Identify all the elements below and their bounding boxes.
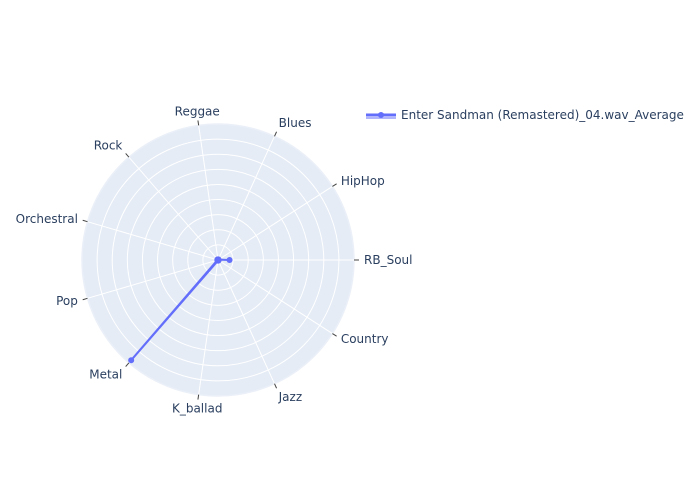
angular-gridline (217, 259, 275, 384)
axis-label-country: Country (341, 332, 389, 346)
axis-label-orchestral: Orchestral (16, 212, 78, 226)
axis-label-k-ballad: K_ballad (172, 402, 222, 416)
angular-tick (197, 394, 200, 400)
polar-area: RB_Soul HipHop Blues Reggae Rock Orchestral Po… (16, 104, 413, 415)
angular-tick (332, 183, 337, 187)
angular-gridline (217, 136, 275, 261)
angular-ticks (82, 120, 359, 400)
angular-tick (82, 219, 88, 223)
axis-label-hiphop: HipHop (341, 174, 385, 188)
angular-tick (125, 153, 130, 158)
legend-swatch-marker (378, 112, 384, 118)
angular-tick-labels: RB_Soul HipHop Blues Reggae Rock Orchestral Po… (16, 104, 413, 415)
data-point-country[interactable] (215, 257, 222, 264)
angular-gridline (217, 186, 333, 261)
axis-label-reggae: Reggae (175, 104, 220, 118)
angular-gridline (87, 221, 219, 261)
angular-gridline (87, 259, 219, 299)
angular-tick (332, 333, 337, 337)
data-point-metal[interactable] (128, 357, 135, 364)
series-layer (128, 256, 233, 364)
axis-label-blues: Blues (279, 116, 312, 130)
angular-gridline (198, 259, 219, 395)
angular-tick (82, 297, 88, 301)
angular-tick (274, 131, 278, 137)
legend[interactable]: Enter Sandman (Remastered)_04.wav_Averag… (366, 108, 684, 122)
angular-tick (125, 362, 130, 367)
angular-gridline (217, 259, 333, 334)
angular-gridline (198, 125, 219, 261)
angular-gridline (128, 156, 219, 261)
axis-label-pop: Pop (56, 294, 78, 308)
legend-label: Enter Sandman (Remastered)_04.wav_Averag… (401, 108, 684, 122)
axis-label-metal: Metal (89, 367, 122, 381)
angular-tick (197, 120, 200, 126)
angular-tick (274, 383, 278, 389)
data-point-rb-soul[interactable] (226, 257, 233, 263)
axis-label-jazz: Jazz (278, 390, 303, 404)
axis-label-rock: Rock (94, 139, 123, 153)
axis-label-rb-soul: RB_Soul (364, 253, 412, 267)
